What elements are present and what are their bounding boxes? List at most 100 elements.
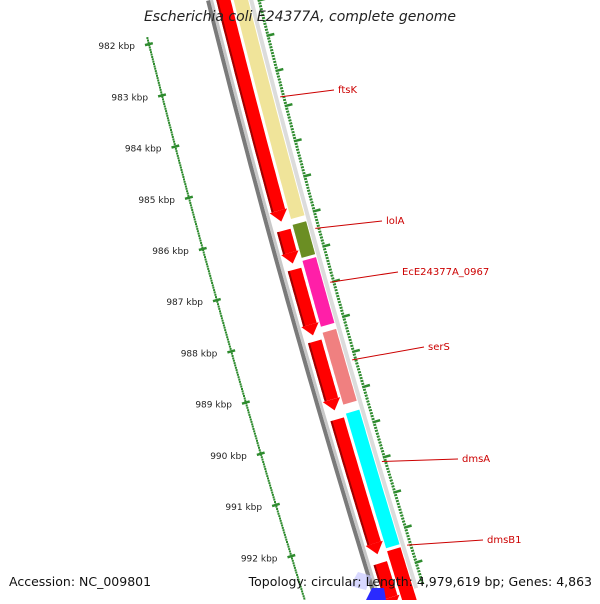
ruler-minor-tick bbox=[279, 518, 281, 520]
ruler-minor-tick bbox=[160, 91, 162, 93]
outer-tick bbox=[289, 123, 292, 124]
ruler-minor-tick bbox=[240, 383, 242, 385]
ruler-minor-tick bbox=[196, 228, 198, 230]
ruler-minor-tick bbox=[168, 122, 170, 124]
ruler-minor-tick bbox=[288, 546, 290, 548]
ruler-minor-tick bbox=[163, 101, 165, 103]
outer-tick bbox=[358, 372, 361, 373]
ruler-minor-tick bbox=[285, 539, 287, 541]
ruler-minor-tick bbox=[226, 336, 228, 338]
outer-tick bbox=[259, 6, 262, 7]
ruler-tick-label: 988 kbp bbox=[181, 349, 218, 359]
gene-label-leader bbox=[330, 272, 398, 282]
ruler-minor-tick bbox=[214, 294, 216, 296]
outer-tick bbox=[355, 360, 358, 361]
outer-tick bbox=[288, 117, 291, 118]
ruler-tick-label: 991 kbp bbox=[225, 503, 262, 513]
ruler-minor-tick bbox=[165, 108, 167, 110]
outer-tick bbox=[362, 385, 370, 387]
ruler-minor-tick bbox=[167, 117, 169, 119]
ruler-minor-tick bbox=[175, 148, 177, 150]
outer-tick bbox=[382, 454, 385, 455]
ruler-minor-tick bbox=[286, 541, 288, 543]
ruler-minor-tick bbox=[264, 466, 266, 468]
ruler-minor-tick bbox=[266, 473, 268, 475]
ruler-minor-tick bbox=[276, 508, 278, 510]
outer-tick bbox=[345, 328, 348, 329]
outer-tick bbox=[395, 498, 398, 499]
outer-tick bbox=[371, 416, 374, 417]
outer-tick bbox=[322, 243, 325, 244]
outer-tick bbox=[374, 427, 377, 428]
ruler-minor-tick bbox=[155, 72, 157, 74]
outer-tick bbox=[417, 571, 420, 572]
ruler-major-tick bbox=[257, 453, 265, 455]
ruler-minor-tick bbox=[152, 58, 154, 60]
outer-tick bbox=[335, 290, 338, 291]
ruler-minor-tick bbox=[213, 289, 215, 291]
ruler-minor-tick bbox=[180, 167, 182, 169]
outer-tick bbox=[416, 565, 419, 566]
outer-tick bbox=[309, 196, 312, 197]
ruler-tick-label: 985 kbp bbox=[138, 196, 175, 206]
outer-tick bbox=[334, 287, 337, 288]
ruler-minor-tick bbox=[277, 510, 279, 512]
ruler-minor-tick bbox=[278, 515, 280, 517]
ruler-minor-tick bbox=[253, 428, 255, 430]
gene-label: EcE24377A_0967 bbox=[402, 267, 489, 278]
outer-tick bbox=[271, 53, 274, 54]
outer-tick bbox=[364, 392, 367, 393]
ruler-minor-tick bbox=[153, 63, 155, 65]
ruler-minor-tick bbox=[251, 421, 253, 423]
outer-tick bbox=[376, 433, 379, 434]
outer-tick bbox=[273, 62, 276, 63]
outer-tick bbox=[385, 463, 388, 464]
outer-tick bbox=[373, 420, 381, 422]
ruler-minor-tick bbox=[156, 75, 158, 77]
ruler-minor-tick bbox=[166, 115, 168, 117]
ruler-minor-tick bbox=[158, 82, 160, 84]
outer-tick bbox=[265, 29, 268, 30]
ruler-minor-tick bbox=[173, 141, 175, 143]
outer-tick bbox=[398, 507, 401, 508]
ruler-minor-tick bbox=[162, 98, 164, 100]
outer-tick bbox=[296, 146, 299, 147]
outer-tick bbox=[280, 88, 283, 89]
ruler-minor-tick bbox=[171, 134, 173, 136]
ruler-minor-tick bbox=[229, 346, 231, 348]
outer-tick bbox=[285, 104, 293, 106]
ruler-minor-tick bbox=[154, 68, 156, 70]
gene-label-leader bbox=[382, 459, 458, 462]
outer-tick bbox=[351, 348, 354, 349]
ruler-minor-tick bbox=[266, 475, 268, 477]
outer-tick bbox=[282, 94, 285, 95]
outer-tick bbox=[346, 331, 349, 332]
outer-tick bbox=[403, 524, 406, 525]
ruler-minor-tick bbox=[222, 322, 224, 324]
outer-tick bbox=[295, 144, 298, 145]
outer-tick bbox=[292, 135, 295, 136]
ruler-minor-tick bbox=[181, 169, 183, 171]
outer-tick bbox=[308, 193, 311, 194]
outer-tick bbox=[350, 346, 353, 347]
outer-tick bbox=[400, 512, 403, 513]
outer-tick bbox=[320, 237, 323, 238]
ruler-minor-tick bbox=[257, 445, 259, 447]
outer-tick bbox=[352, 350, 360, 352]
outer-tick bbox=[345, 325, 348, 326]
outer-tick bbox=[279, 85, 282, 86]
outer-tick bbox=[363, 389, 366, 390]
ruler-minor-tick bbox=[168, 120, 170, 122]
ruler-minor-tick bbox=[160, 89, 162, 91]
outer-tick bbox=[268, 41, 271, 42]
outer-tick bbox=[278, 79, 281, 80]
ruler-minor-tick bbox=[207, 268, 209, 270]
outer-tick bbox=[360, 378, 363, 379]
ruler-minor-tick bbox=[203, 251, 205, 253]
outer-tick bbox=[354, 357, 357, 358]
outer-tick bbox=[387, 471, 390, 472]
outer-tick bbox=[314, 214, 317, 215]
outer-tick bbox=[336, 293, 339, 294]
outer-tick bbox=[299, 161, 302, 162]
ruler-minor-tick bbox=[267, 477, 269, 479]
